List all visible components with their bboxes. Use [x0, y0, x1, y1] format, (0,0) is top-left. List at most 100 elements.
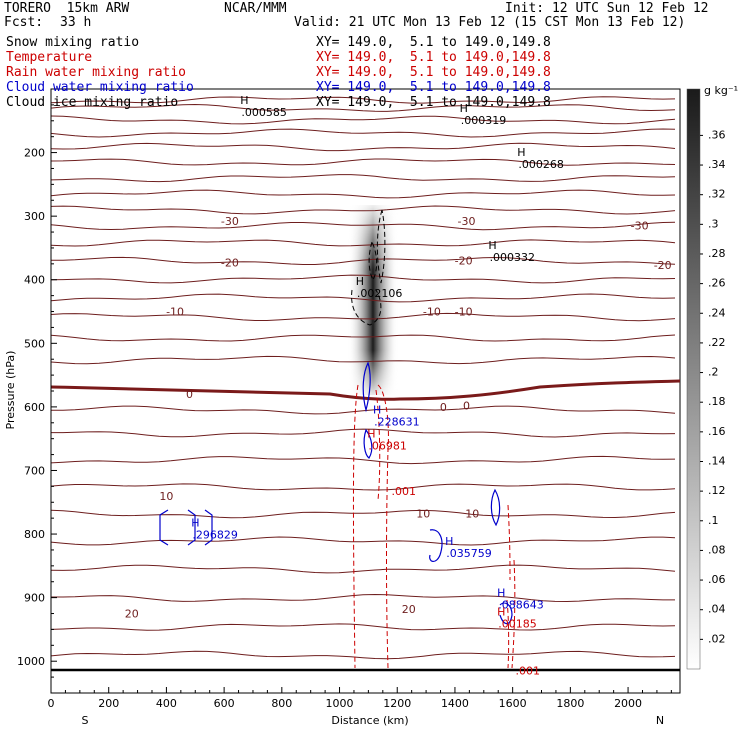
maximum-marker: H [356, 275, 364, 288]
field-xy: XY= 149.0, 5.1 to 149.0,149.8 [316, 80, 551, 95]
isotherm-label: -30 [221, 215, 239, 228]
colorbar-tick-label: .34 [708, 158, 726, 171]
colorbar-tick-label: .24 [708, 306, 726, 319]
temperature-labels: -30 -30 -30 -20 -20 -20 -10 -10 -10 0 0 0 10 10 10 20 20 [125, 215, 672, 620]
isotherm-label: 10 [465, 508, 479, 521]
isotherm-line [50, 536, 676, 546]
colorbar-tick-label: .22 [708, 336, 726, 349]
x-tick-label: 1000 [326, 697, 354, 710]
isotherm-line [50, 293, 676, 303]
maximum-marker: H [517, 146, 525, 159]
isotherm-line [50, 564, 676, 574]
field-name: Rain water mixing ratio [6, 65, 187, 80]
isotherm-line [50, 274, 676, 284]
maximum-marker: H [240, 94, 248, 107]
y-axis-label: Pressure (hPa) [4, 351, 17, 430]
isotherm-line [50, 174, 676, 183]
maxima-labels: H.000585 H.000319H.000268H.000332H.002106… [191, 94, 564, 631]
maximum-value: .228631 [374, 416, 420, 429]
x-tick-label: 1200 [383, 697, 411, 710]
isotherm-label: -10 [423, 306, 441, 319]
colorbar-tick-label: .32 [708, 188, 726, 201]
isotherm-line [50, 128, 676, 138]
x-tick-label: 0 [48, 697, 55, 710]
isotherm-line [51, 428, 676, 438]
field-xy: XY= 149.0, 5.1 to 149.0,149.8 [316, 65, 551, 80]
x-tick-label: 1400 [441, 697, 469, 710]
y-tick-label: 900 [24, 592, 45, 605]
isotherm-label: 0 [186, 388, 193, 401]
isotherm-line [50, 103, 676, 112]
isotherm-label: -10 [455, 306, 473, 319]
isotherm-line [50, 509, 676, 519]
y-tick-label: 800 [24, 528, 45, 541]
forecast-hour: 33 h [60, 15, 92, 30]
isotherm-label: 20 [125, 608, 139, 621]
colorbar-tick-label: .3 [708, 217, 719, 230]
maximum-marker: H [373, 404, 381, 417]
x-tick-label: 800 [271, 697, 292, 710]
y-tick-label: 600 [24, 401, 45, 414]
maximum-marker: H [488, 239, 496, 252]
maximum-value: .035759 [446, 547, 492, 560]
isotherm-line [50, 455, 676, 465]
colorbar-tick-label: .36 [708, 128, 726, 141]
x-tick-label: 200 [98, 697, 119, 710]
x-axis-end-label: N [656, 714, 664, 727]
field-name: Temperature [6, 50, 93, 65]
colorbar-tick-label: .12 [708, 484, 726, 497]
y-tick-label: 700 [24, 464, 45, 477]
valid-time: Valid: 21 UTC Mon 13 Feb 12 (15 CST Mon … [294, 15, 686, 30]
isotherm-label: 0 [440, 401, 447, 414]
temperature-isotherms [50, 96, 676, 660]
isotherm-line [50, 650, 676, 660]
y-tick-label: 200 [24, 147, 45, 160]
colorbar-tick-label: .06 [708, 573, 726, 586]
isotherm-label: -10 [166, 306, 184, 319]
isotherm-line [51, 405, 676, 415]
init-time: Init: 12 UTC Sun 12 Feb 12 [505, 1, 709, 16]
forecast-label: Fcst: [4, 15, 44, 30]
isotherm-line [50, 142, 676, 152]
isotherm-line [50, 158, 676, 166]
colorbar: .02 .04 .06 .08 .1 .12 .14 .16 .18 .2 .22 .24 .26 .28… [686, 84, 738, 670]
isotherm-label: -30 [458, 215, 476, 228]
maximum-marker: H [367, 428, 375, 441]
maximum-value: .088643 [498, 599, 543, 612]
maximum-value: .000268 [518, 158, 564, 171]
x-axis: 0 200 400 600 800 1000 1200 1400 1600 1800 2000 [48, 687, 680, 710]
maximum-marker: H [497, 587, 505, 600]
isotherm-line [50, 312, 676, 322]
x-tick-label: 1800 [556, 697, 584, 710]
model-title: TORERO 15km ARW [4, 1, 130, 16]
colorbar-ramp [686, 88, 701, 670]
isotherm-label: 0 [463, 400, 470, 413]
colorbar-tick-label: .18 [708, 395, 726, 408]
isotherm-line [50, 96, 676, 104]
maximum-marker: H [497, 606, 505, 619]
maximum-marker: H [191, 517, 199, 530]
colorbar-unit: g kg⁻¹ [704, 84, 738, 97]
isotherm-line [50, 355, 676, 365]
field-name: Snow mixing ratio [6, 35, 140, 50]
field-name: Cloud water mixing ratio [6, 80, 194, 95]
maximum-value: .06981 [368, 440, 407, 453]
isotherm-line [50, 483, 676, 491]
isotherm-line [50, 221, 676, 231]
isotherm-line [50, 623, 676, 631]
rain-contour-label: .001 [516, 665, 541, 678]
y-tick-label: 500 [24, 337, 45, 350]
isotherm-line [51, 593, 675, 603]
y-tick-label: 400 [24, 274, 45, 287]
isotherm-line [50, 189, 676, 199]
colorbar-tick-label: .04 [708, 603, 726, 616]
isotherm-label: 20 [402, 603, 416, 616]
isotherm-label: -20 [455, 255, 473, 268]
maximum-value: .296829 [192, 529, 238, 542]
y-axis: 200 300 400 500 600 700 800 900 1000 [17, 88, 57, 694]
x-tick-label: 1600 [499, 697, 527, 710]
isotherm-line [50, 205, 676, 215]
x-axis-start-label: S [82, 714, 89, 727]
maximum-value: .00185 [498, 618, 536, 631]
